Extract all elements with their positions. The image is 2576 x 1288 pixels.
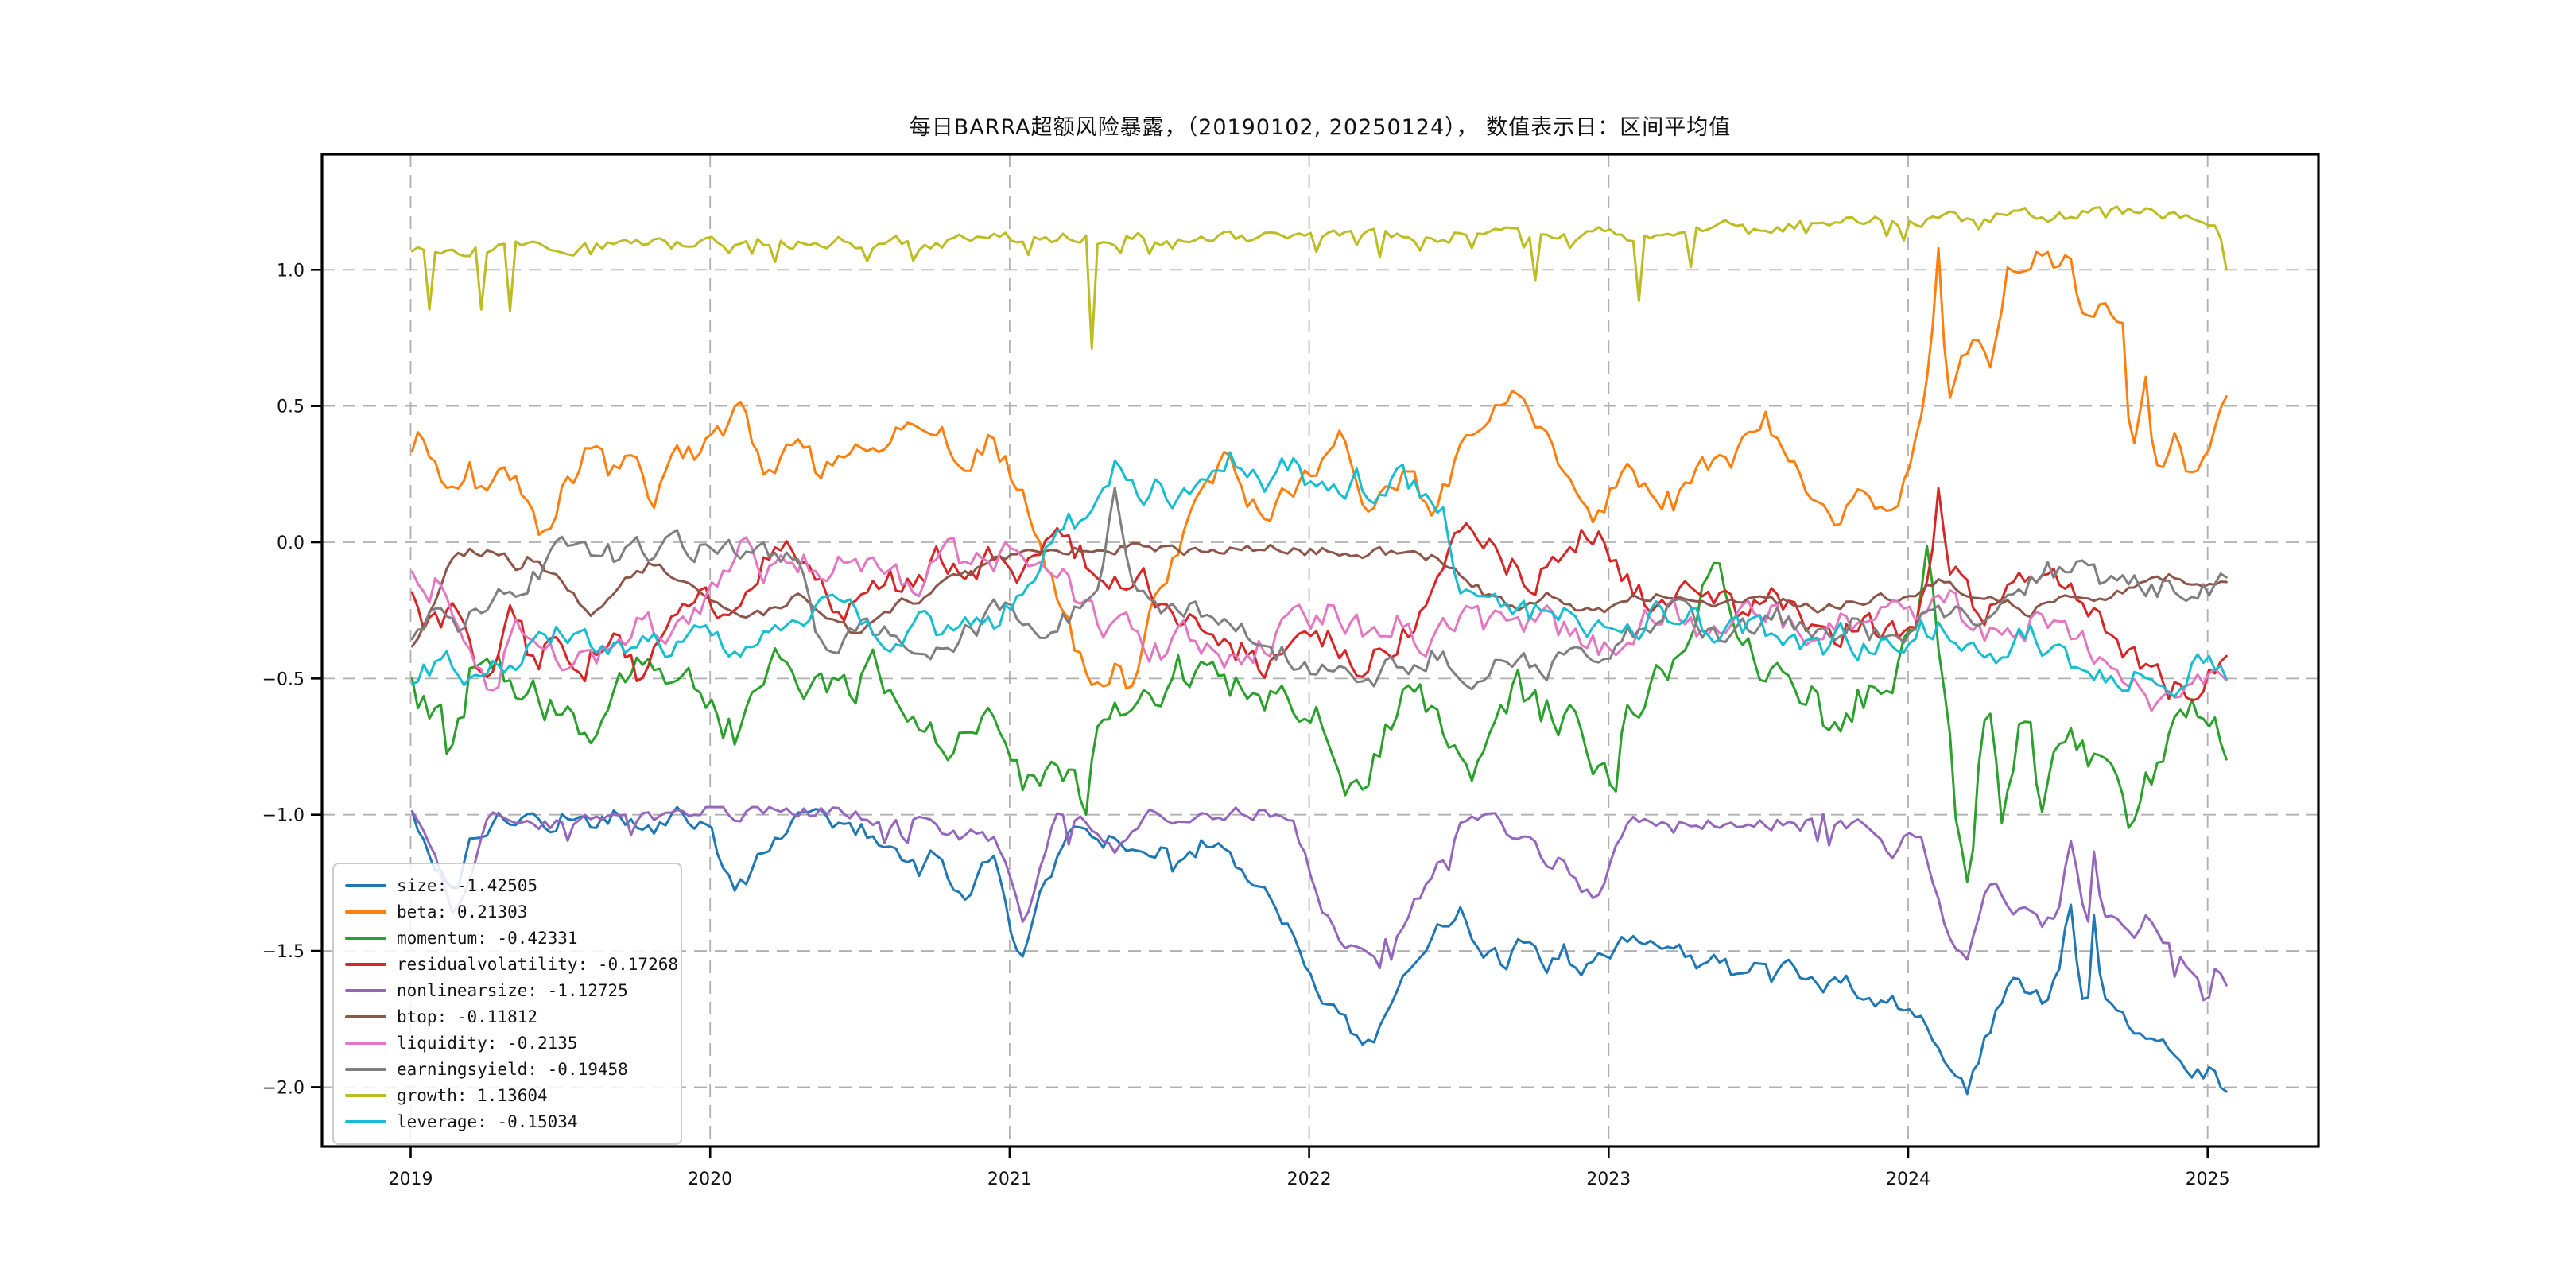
series-line-earningsyield bbox=[410, 487, 2228, 691]
legend-swatch-btop bbox=[345, 1015, 386, 1018]
legend-swatch-growth bbox=[345, 1094, 386, 1097]
x-tick-label: 2019 bbox=[389, 1170, 433, 1189]
legend-swatch-momentum bbox=[345, 937, 386, 940]
x-tick-label: 2020 bbox=[688, 1170, 732, 1189]
legend-swatch-nonlinearsize bbox=[345, 989, 386, 992]
legend-label: size: -1.42505 bbox=[397, 876, 538, 895]
legend-swatch-leverage bbox=[345, 1120, 386, 1123]
legend-label: momentum: -0.42331 bbox=[397, 929, 578, 948]
legend-label: beta: 0.21303 bbox=[397, 902, 528, 921]
plot-border bbox=[320, 153, 2320, 1148]
y-tick-label: 0.0 bbox=[277, 533, 305, 553]
legend-label: nonlinearsize: -1.12725 bbox=[397, 981, 628, 1000]
y-tick-label: 0.5 bbox=[277, 398, 305, 417]
legend-item-beta: beta: 0.21303 bbox=[345, 900, 674, 924]
legend-swatch-beta bbox=[345, 910, 386, 914]
legend-label: liquidity: -0.2135 bbox=[397, 1034, 578, 1053]
x-tick-label: 2021 bbox=[987, 1170, 1032, 1189]
legend-item-growth: growth: 1.13604 bbox=[345, 1084, 674, 1108]
legend-label: leverage: -0.15034 bbox=[397, 1112, 578, 1131]
legend-label: residualvolatility: -0.17268 bbox=[397, 955, 679, 974]
series-line-btop bbox=[410, 541, 2228, 648]
x-tick-label: 2025 bbox=[2186, 1170, 2230, 1189]
legend-swatch-liquidity bbox=[345, 1042, 386, 1045]
legend-item-leverage: leverage: -0.15034 bbox=[345, 1110, 674, 1134]
legend-swatch-earningsyield bbox=[345, 1068, 386, 1071]
legend-swatch-residualvolatility bbox=[345, 963, 386, 966]
y-tick-label: −1.5 bbox=[262, 942, 305, 962]
legend-label: btop: -0.11812 bbox=[397, 1007, 538, 1026]
legend-swatch-size bbox=[345, 884, 386, 887]
legend-item-momentum: momentum: -0.42331 bbox=[345, 926, 674, 950]
legend-item-liquidity: liquidity: -0.2135 bbox=[345, 1031, 674, 1055]
legend-item-residualvolatility: residualvolatility: -0.17268 bbox=[345, 952, 678, 976]
y-tick-label: −1.0 bbox=[262, 806, 305, 826]
series-line-leverage bbox=[410, 451, 2228, 698]
y-tick-label: 1.0 bbox=[277, 261, 305, 281]
axis-labels: 1.0 0.5 0.0 −0.5 −1.0 −1.5 −2.0 2019 2020 2021 202… bbox=[262, 261, 2230, 1189]
x-tick-label: 2024 bbox=[1886, 1170, 1930, 1189]
grid bbox=[322, 154, 2318, 1146]
series-line-nonlinearsize bbox=[410, 805, 2228, 1002]
series-line-growth bbox=[410, 205, 2228, 350]
legend-label: growth: 1.13604 bbox=[397, 1086, 548, 1105]
legend-item-nonlinearsize: nonlinearsize: -1.12725 bbox=[345, 979, 674, 1003]
x-tick-label: 2023 bbox=[1586, 1170, 1631, 1189]
legend: size: -1.42505 beta: 0.21303 momentum: -0.… bbox=[332, 863, 682, 1145]
chart-title: 每日BARRA超额风险暴露，（20190102, 20250124）， 数值表示… bbox=[909, 115, 1732, 140]
axis-ticks bbox=[311, 268, 2209, 1158]
series-line-liquidity bbox=[410, 536, 2228, 712]
series-line-beta bbox=[410, 246, 2228, 690]
x-tick-label: 2022 bbox=[1287, 1170, 1332, 1189]
legend-item-size: size: -1.42505 bbox=[345, 874, 674, 898]
y-tick-label: −0.5 bbox=[262, 669, 305, 689]
series-line-size bbox=[410, 805, 2228, 1096]
y-tick-label: −2.0 bbox=[262, 1078, 305, 1098]
legend-item-btop: btop: -0.11812 bbox=[345, 1005, 674, 1029]
legend-item-earningsyield: earningsyield: -0.19458 bbox=[345, 1057, 674, 1081]
series-group bbox=[410, 205, 2228, 1096]
series-line-momentum bbox=[410, 544, 2228, 883]
legend-label: earningsyield: -0.19458 bbox=[397, 1060, 628, 1079]
series-line-residualvolatility bbox=[410, 487, 2228, 702]
